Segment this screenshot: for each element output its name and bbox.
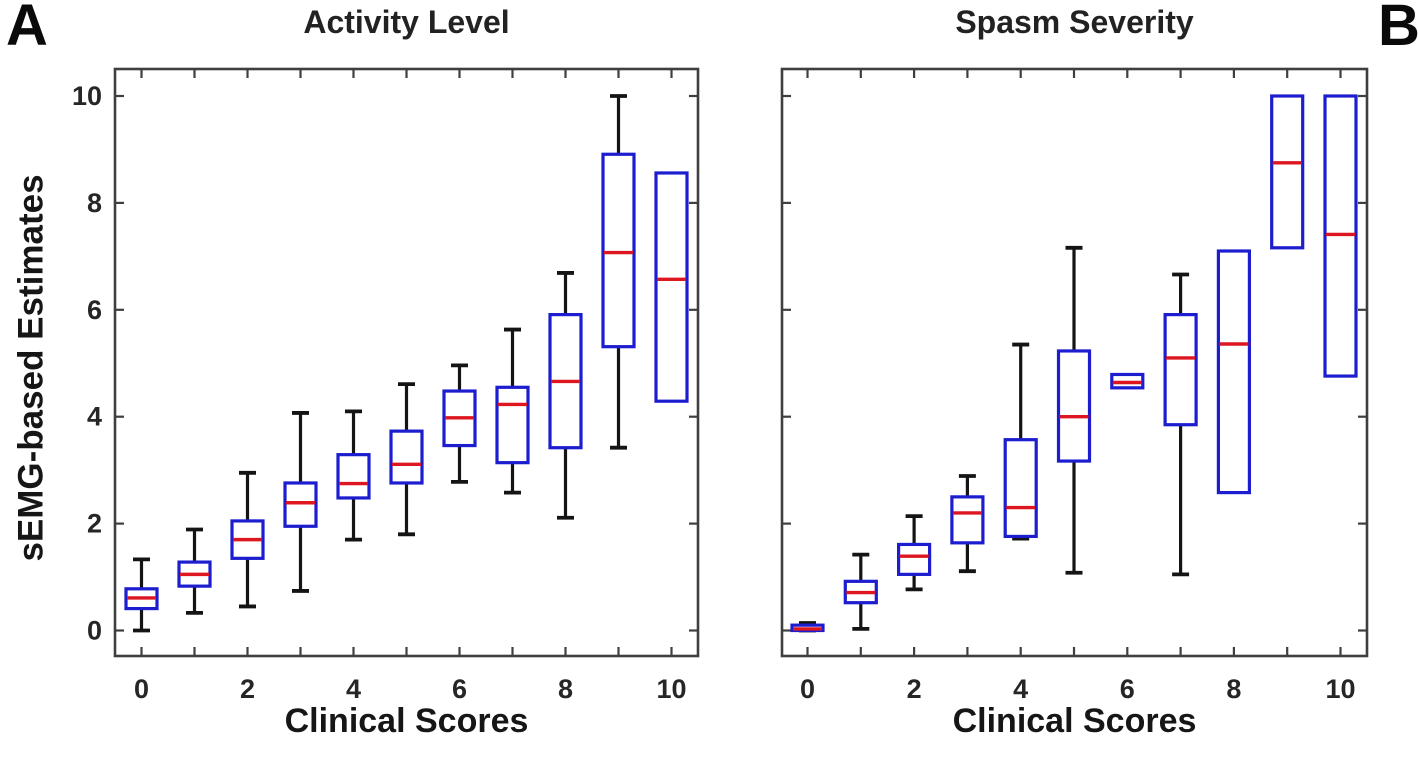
x-tick-label: 0 [800, 674, 815, 704]
x-tick-label: 6 [452, 674, 467, 704]
panel-a-letter: A [6, 0, 48, 58]
box-group-score-6 [442, 363, 477, 484]
y-tick-label: 6 [87, 295, 102, 325]
iqr-box [1163, 313, 1198, 427]
box-group-score-2 [230, 470, 265, 609]
box-group-score-5 [389, 382, 424, 537]
x-tick-label: 6 [1120, 674, 1135, 704]
x-tick-label: 4 [1013, 674, 1028, 704]
y-tick-label: 10 [72, 81, 102, 111]
box-group-score-9 [601, 94, 636, 450]
iqr-box [336, 453, 371, 500]
box-group-score-8 [548, 271, 583, 520]
box-group-score-5 [1056, 245, 1092, 575]
x-tick-label: 8 [1226, 674, 1241, 704]
box-group-score-6 [1110, 372, 1145, 390]
box-group-score-10 [1323, 94, 1358, 378]
x-tick-label: 0 [134, 674, 149, 704]
y-tick-label: 8 [87, 188, 102, 218]
panel-a-x-axis-title: Clinical Scores [284, 702, 529, 740]
panel-b-x-axis-title: Clinical Scores [952, 702, 1197, 740]
iqr-box [283, 481, 318, 528]
x-tick-label: 10 [656, 674, 686, 704]
y-tick-label: 4 [87, 402, 102, 432]
x-tick-label: 4 [346, 674, 361, 704]
panel-b-plot: 0 2 4 6 8 10 [780, 67, 1369, 704]
iqr-box [1003, 438, 1038, 539]
y-tick-label: 0 [87, 616, 102, 646]
iqr-box [896, 542, 932, 576]
iqr-box [389, 429, 424, 485]
x-tick-label: 10 [1325, 674, 1355, 704]
x-tick-label: 2 [240, 674, 255, 704]
iqr-box [1270, 94, 1305, 250]
box-group-score-0 [790, 621, 825, 633]
box-group-score-3 [950, 474, 985, 574]
x-tick-label: 8 [558, 674, 573, 704]
iqr-box [950, 495, 985, 545]
box-group-score-4 [1003, 342, 1038, 541]
y-tick-label: 2 [87, 509, 102, 539]
panel-a-plot: 0 2 4 6 8 10 0 2 4 6 8 10 [72, 67, 700, 704]
iqr-box [1216, 249, 1252, 495]
iqr-box [601, 152, 636, 349]
panel-b-title: Spasm Severity [955, 4, 1194, 40]
box-group-score-7 [495, 327, 530, 495]
box-group-score-0 [124, 557, 159, 633]
iqr-box [654, 171, 689, 403]
iqr-box [495, 385, 530, 465]
box-group-score-1 [843, 552, 878, 631]
box-group-score-1 [177, 527, 212, 615]
box-group-score-8 [1216, 249, 1252, 495]
panel-a-title: Activity Level [303, 4, 510, 40]
box-group-score-9 [1270, 94, 1305, 250]
box-group-score-2 [896, 514, 932, 592]
panel-b-letter: B [1378, 0, 1418, 58]
box-group-score-7 [1163, 272, 1198, 577]
y-axis-title: sEMG-based Estimates [11, 174, 51, 562]
box-group-score-4 [336, 409, 371, 542]
box-group-score-3 [283, 411, 318, 593]
x-tick-label: 2 [907, 674, 922, 704]
box-group-score-10 [654, 171, 689, 403]
iqr-box [1056, 349, 1092, 463]
